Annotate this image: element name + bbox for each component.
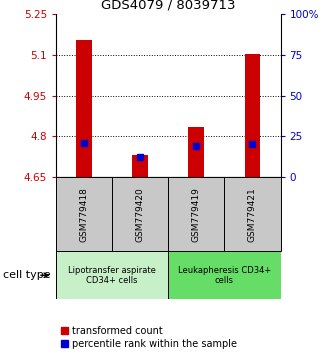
Bar: [245, 53, 260, 177]
Bar: [56, 251, 168, 299]
Bar: [56, 177, 112, 251]
Legend: transformed count, percentile rank within the sample: transformed count, percentile rank withi…: [61, 326, 237, 349]
Bar: [168, 177, 224, 251]
Text: cell type: cell type: [3, 270, 51, 280]
Text: GSM779421: GSM779421: [248, 187, 257, 241]
Bar: [224, 177, 280, 251]
Text: GSM779419: GSM779419: [192, 187, 201, 242]
Text: GSM779420: GSM779420: [136, 187, 145, 241]
Title: GDS4079 / 8039713: GDS4079 / 8039713: [101, 0, 236, 12]
Text: GSM779418: GSM779418: [80, 187, 89, 242]
Bar: [112, 177, 168, 251]
Bar: [76, 40, 92, 177]
Bar: [168, 251, 280, 299]
Text: Lipotransfer aspirate
CD34+ cells: Lipotransfer aspirate CD34+ cells: [68, 266, 156, 285]
Bar: [188, 127, 204, 177]
Text: Leukapheresis CD34+
cells: Leukapheresis CD34+ cells: [178, 266, 271, 285]
Bar: [132, 155, 148, 177]
